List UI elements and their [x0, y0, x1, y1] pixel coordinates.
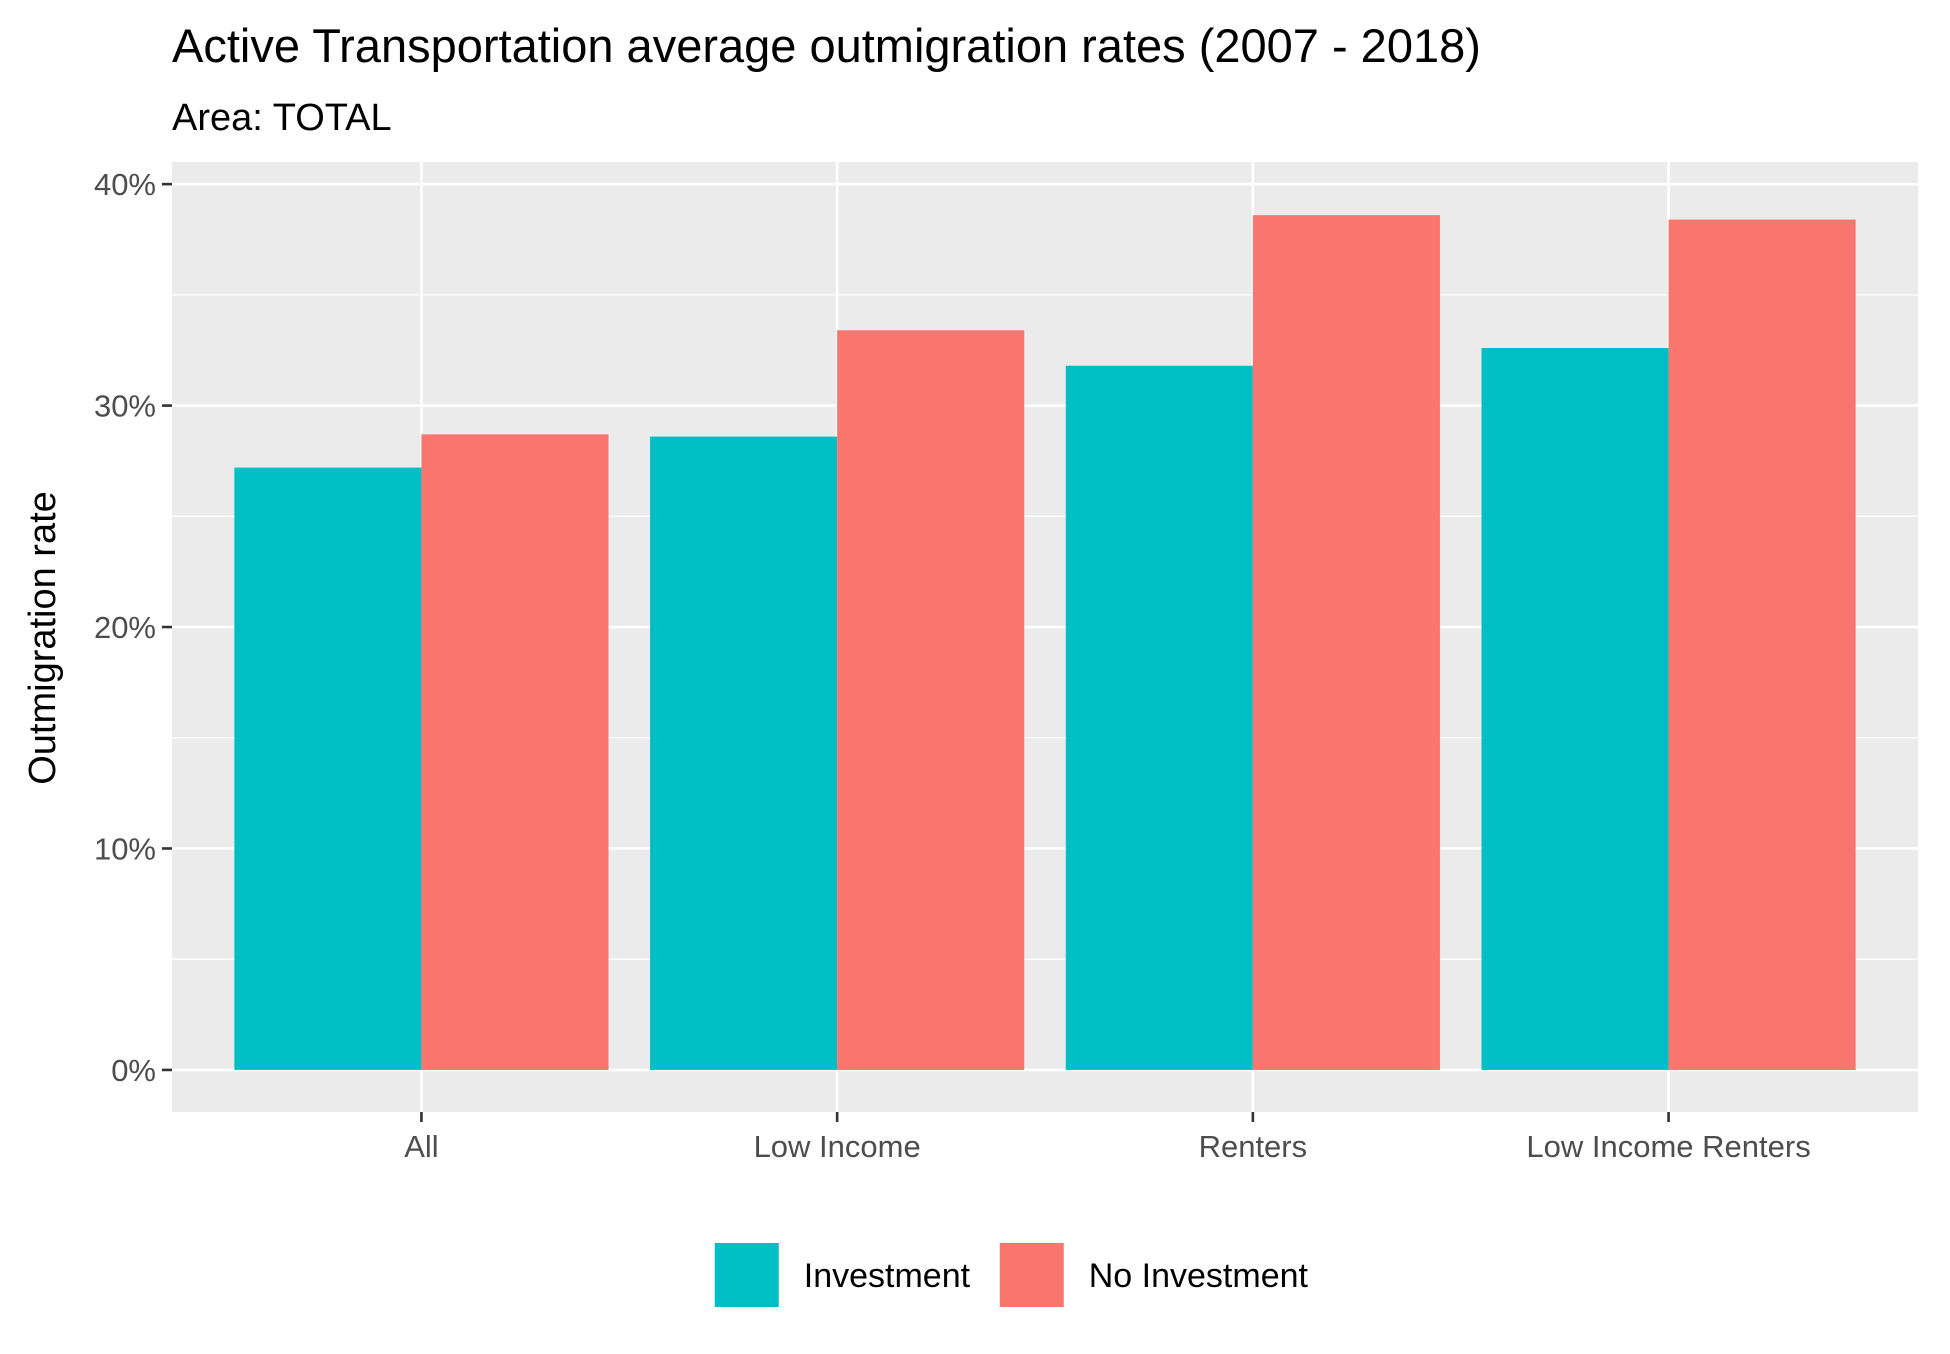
chart-title: Active Transportation average outmigrati…	[172, 19, 1481, 72]
bar-investment-renters	[1065, 365, 1253, 1070]
y-tick-label: 30%	[94, 389, 156, 424]
legend-label-no-investment: No Investment	[1089, 1257, 1309, 1295]
y-tick-label: 20%	[94, 610, 156, 645]
legend-label-investment: Investment	[804, 1257, 971, 1295]
legend-item-no-investment: No Investment	[997, 1241, 1309, 1309]
bar-no-investment-renters	[1252, 215, 1440, 1070]
legend-key-no-investment	[997, 1241, 1066, 1309]
bar-no-investment-low-income-renters	[1668, 219, 1856, 1070]
x-tick-label-all: All	[404, 1129, 438, 1164]
x-tick-label-low-income: Low Income	[754, 1129, 921, 1164]
y-axis: 0% 10% 20% 30% 40%	[94, 167, 172, 1088]
legend-item-investment: Investment	[712, 1241, 971, 1309]
bars	[234, 215, 1856, 1070]
legend-key-investment	[712, 1241, 781, 1309]
legend: Investment No Investment	[712, 1241, 1309, 1309]
bar-investment-low-income-renters	[1481, 348, 1669, 1070]
bar-no-investment-low-income	[837, 330, 1025, 1070]
bar-investment-low-income	[650, 436, 838, 1070]
x-tick-label-renters: Renters	[1199, 1129, 1308, 1164]
bar-investment-all	[234, 467, 422, 1070]
y-tick-label: 10%	[94, 831, 156, 866]
x-tick-label-low-income-renters: Low Income Renters	[1526, 1129, 1810, 1164]
y-axis-title: Outmigration rate	[22, 491, 64, 785]
chart-subtitle: Area: TOTAL	[172, 97, 392, 139]
y-tick-label: 40%	[94, 167, 156, 202]
x-axis: All Low Income Renters Low Income Renters	[404, 1112, 1811, 1164]
bar-no-investment-all	[421, 434, 609, 1070]
y-tick-label: 0%	[111, 1053, 156, 1088]
